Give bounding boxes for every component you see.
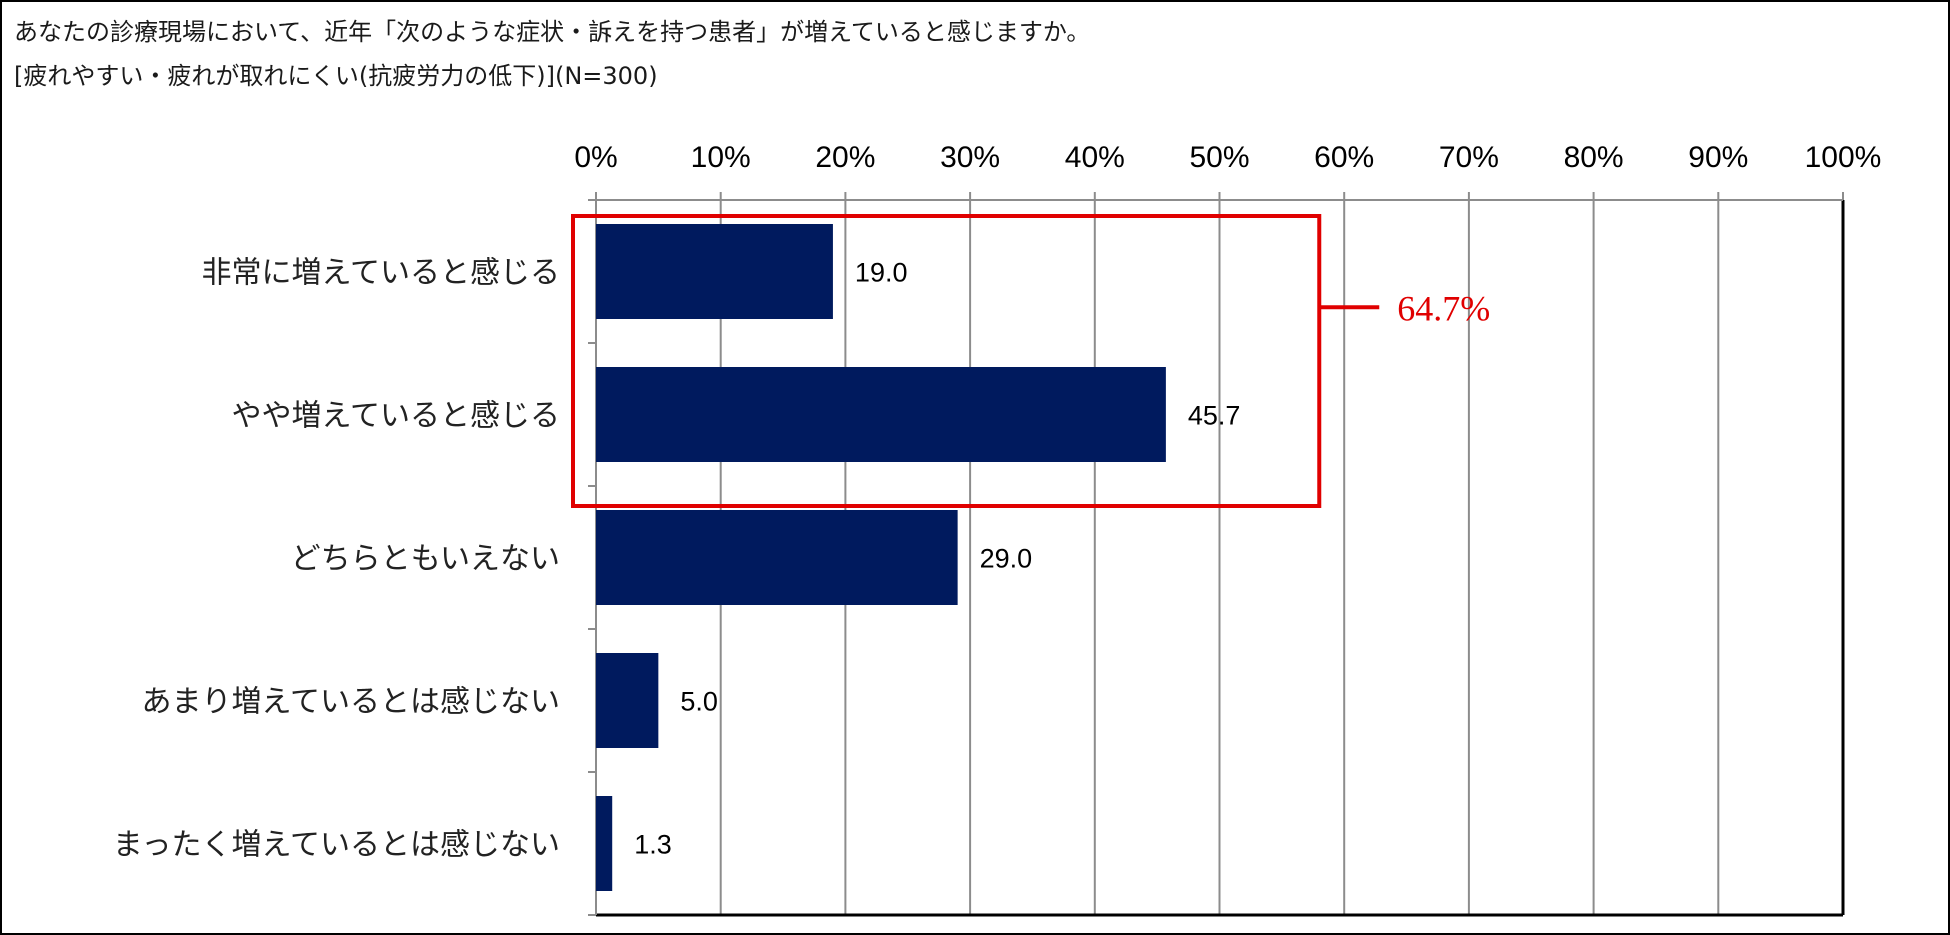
x-tick-label: 20% (815, 141, 875, 174)
data-label: 5.0 (680, 687, 718, 717)
annotation-box (571, 214, 1322, 508)
data-label: 1.3 (634, 830, 672, 860)
x-tick-label: 50% (1189, 141, 1249, 174)
x-tick-label: 30% (940, 141, 1000, 174)
x-tick-label: 0% (574, 141, 617, 174)
category-label: どちらともいえない (291, 542, 560, 577)
category-label: 非常に増えていると感じる (202, 256, 561, 291)
bar (596, 653, 659, 748)
x-tick-label: 10% (691, 141, 751, 174)
category-label: やや増えていると感じる (232, 399, 561, 434)
chart-subtitle: [疲れやすい・疲れが取れにくい(抗疲労力の低下)](N=300) (14, 62, 658, 90)
bar (596, 796, 613, 891)
bar (596, 510, 958, 605)
category-label: まったく増えているとは感じない (113, 828, 560, 863)
bar (596, 367, 1166, 462)
x-tick-label: 60% (1314, 141, 1374, 174)
category-label: あまり増えているとは感じない (142, 685, 561, 720)
data-label: 45.7 (1188, 401, 1241, 431)
chart-title: あなたの診療現場において、近年「次のような症状・訴えを持つ患者」が増えていると感… (14, 18, 1091, 46)
x-tick-label: 100% (1805, 141, 1882, 174)
x-tick-label: 70% (1439, 141, 1499, 174)
x-tick-label: 90% (1688, 141, 1748, 174)
data-label: 19.0 (855, 258, 908, 288)
bar (596, 224, 833, 319)
x-tick-label: 40% (1065, 141, 1125, 174)
x-tick-label: 80% (1564, 141, 1624, 174)
annotation-label: 64.7% (1397, 288, 1490, 328)
data-label: 29.0 (980, 544, 1033, 574)
